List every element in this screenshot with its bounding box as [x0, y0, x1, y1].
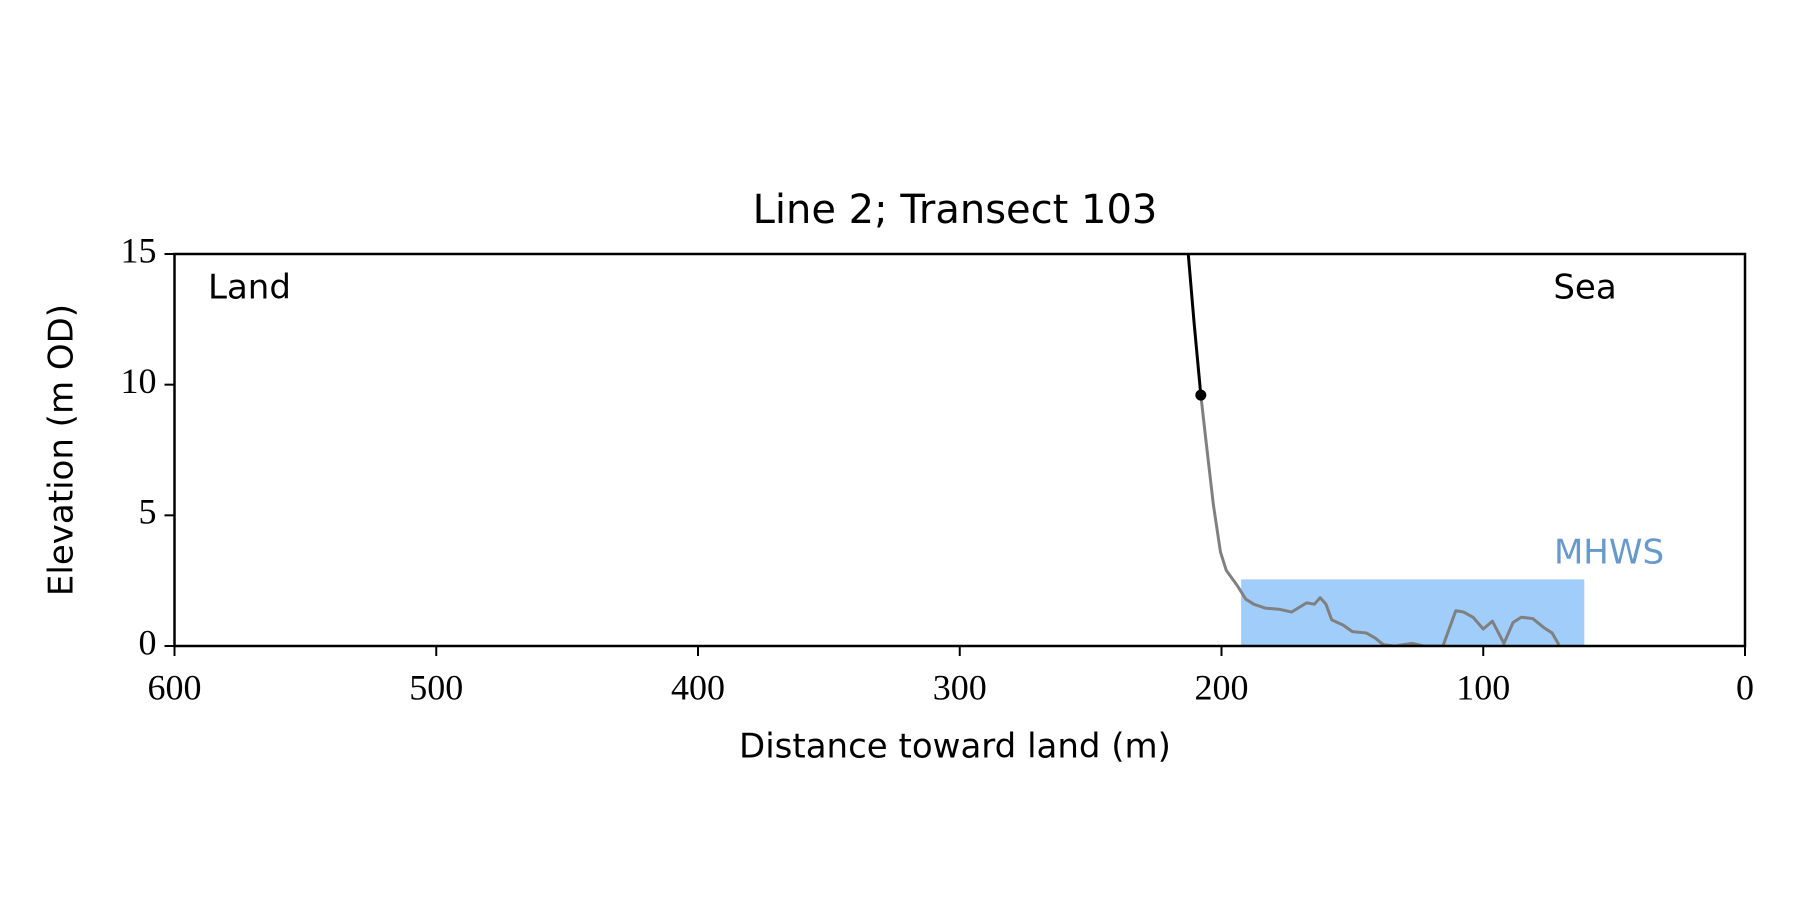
x-tick-label: 300 [933, 667, 987, 707]
annotation: Land [208, 268, 291, 308]
x-tick-label: 600 [148, 667, 202, 707]
plot-area [1186, 254, 1585, 646]
marker [1195, 389, 1207, 401]
x-axis-label: Distance toward land (m) [739, 727, 1171, 767]
y-tick-label: 10 [121, 361, 157, 401]
x-tick-label: 0 [1736, 667, 1754, 707]
y-tick-label: 5 [139, 492, 157, 532]
mhws-label: MHWS [1554, 533, 1664, 573]
y-tick-label: 15 [121, 230, 157, 270]
chart-title: Line 2; Transect 103 [753, 187, 1158, 233]
y-axis-label: Elevation (m OD) [42, 304, 82, 596]
x-tick-label: 100 [1456, 667, 1510, 707]
annotation: Sea [1553, 268, 1616, 308]
y-tick-label: 0 [139, 622, 157, 662]
mhws-band [1241, 579, 1585, 646]
x-tick-label: 500 [409, 667, 463, 707]
profile-line [1186, 254, 1203, 396]
x-tick-label: 200 [1195, 667, 1249, 707]
x-tick-label: 400 [671, 667, 725, 707]
profile-line [1199, 394, 1561, 646]
